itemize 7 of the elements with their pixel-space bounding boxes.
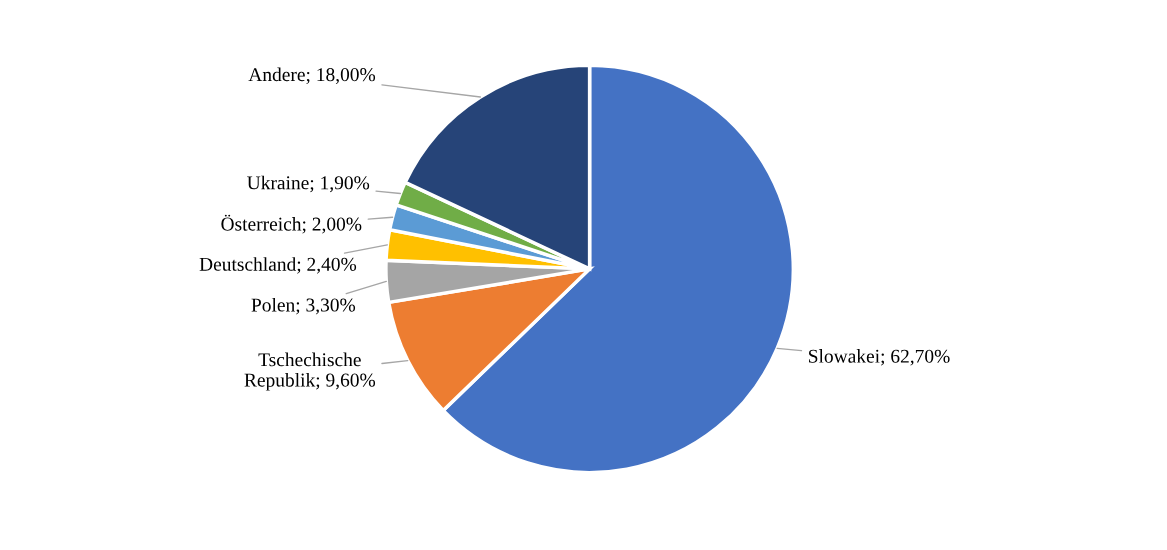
slice-label: Ukraine; 1,90% — [247, 175, 370, 193]
slice-label: Slowakei; 62,70% — [809, 349, 950, 366]
slice-label: Deutschland; 2,40% — [199, 257, 357, 274]
slice-label: Andere; 18,00% — [248, 67, 376, 84]
slice-label: Österreich; 2,00% — [221, 214, 362, 234]
slice-label: Tschechische Republik; 9,60% — [244, 352, 376, 391]
slice-label: Polen; 3,30% — [251, 297, 356, 315]
